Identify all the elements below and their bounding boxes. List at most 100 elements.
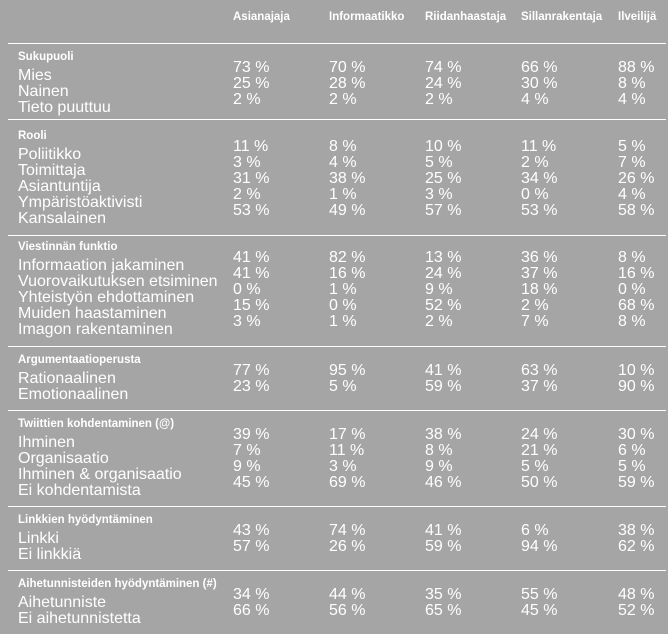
cell-value: 0 %	[329, 297, 357, 314]
cell-value: 5 %	[521, 458, 549, 475]
cell-value: 34 %	[233, 586, 270, 603]
cell-value: 3 %	[233, 154, 261, 171]
cell-value: 41 %	[425, 362, 462, 379]
cell-value: 35 %	[425, 586, 462, 603]
cell-value: 38 %	[618, 522, 655, 539]
cell-value: 5 %	[329, 378, 357, 395]
cell-value: 30 %	[618, 426, 655, 443]
cell-value: 18 %	[521, 281, 558, 298]
cell-value: 11 %	[329, 442, 365, 459]
cell-value: 5 %	[618, 458, 646, 475]
cell-value: 9 %	[233, 458, 261, 475]
cell-value: 50 %	[521, 474, 558, 491]
row-label: Ei kohdentamista	[18, 482, 141, 499]
row-label: Imagon rakentaminen	[18, 321, 173, 338]
cell-value: 9 %	[425, 458, 453, 475]
cell-value: 3 %	[329, 458, 357, 475]
cell-value: 38 %	[425, 426, 462, 443]
cell-value: 8 %	[618, 313, 646, 330]
section-divider	[8, 506, 666, 507]
cell-value: 43 %	[233, 522, 270, 539]
cell-value: 57 %	[425, 202, 462, 219]
cell-value: 2 %	[425, 313, 453, 330]
cell-value: 58 %	[618, 202, 655, 219]
cell-value: 59 %	[425, 378, 462, 395]
cell-value: 4 %	[521, 91, 549, 108]
cell-value: 21 %	[521, 442, 558, 459]
cell-value: 70 %	[329, 59, 366, 76]
row-label: Muiden haastaminen	[18, 305, 167, 322]
cell-value: 2 %	[521, 154, 549, 171]
section-divider	[8, 43, 666, 44]
cell-value: 30 %	[521, 75, 558, 92]
cell-value: 37 %	[521, 378, 558, 395]
row-label: Ihminen	[18, 434, 75, 451]
cell-value: 53 %	[233, 202, 270, 219]
cell-value: 44 %	[329, 586, 366, 603]
cell-value: 52 %	[618, 602, 655, 619]
cell-value: 0 %	[521, 186, 549, 203]
section-title: Aihetunnisteiden hyödyntäminen (#)	[18, 578, 217, 590]
cell-value: 2 %	[521, 297, 549, 314]
cell-value: 8 %	[329, 138, 357, 155]
cell-value: 13 %	[425, 249, 462, 266]
cell-value: 8 %	[425, 442, 453, 459]
row-label: Kansalainen	[18, 210, 107, 227]
section-title: Argumentaatioperusta	[18, 354, 141, 366]
column-header: Riidanhaastaja	[425, 11, 507, 23]
cell-value: 74 %	[425, 59, 462, 76]
row-label: Emotionaalinen	[18, 386, 129, 403]
cell-value: 7 %	[233, 442, 261, 459]
cell-value: 26 %	[329, 538, 366, 555]
cell-value: 16 %	[618, 265, 655, 282]
cell-value: 24 %	[425, 75, 462, 92]
row-label: Asiantuntija	[18, 178, 101, 195]
column-header: Asianajaja	[233, 11, 290, 23]
cell-value: 66 %	[233, 602, 270, 619]
cell-value: 28 %	[329, 75, 366, 92]
section-title: Linkkien hyödyntäminen	[18, 514, 153, 526]
cell-value: 17 %	[329, 426, 366, 443]
row-label: Organisaatio	[18, 450, 109, 467]
cell-value: 6 %	[521, 522, 549, 539]
cell-value: 62 %	[618, 538, 655, 555]
cell-value: 46 %	[425, 474, 462, 491]
cell-value: 55 %	[521, 586, 558, 603]
cell-value: 56 %	[329, 602, 366, 619]
cell-value: 39 %	[233, 426, 270, 443]
cell-value: 59 %	[425, 538, 462, 555]
cell-value: 7 %	[618, 154, 646, 171]
row-label: Ympäristöaktivisti	[18, 194, 143, 211]
section-title: Rooli	[18, 130, 47, 142]
cell-value: 9 %	[425, 281, 453, 298]
cell-value: 5 %	[618, 138, 646, 155]
cell-value: 52 %	[425, 297, 462, 314]
cell-value: 41 %	[425, 522, 462, 539]
cell-value: 36 %	[521, 249, 558, 266]
cell-value: 95 %	[329, 362, 366, 379]
cell-value: 65 %	[425, 602, 462, 619]
cell-value: 90 %	[618, 378, 655, 395]
row-label: Ihminen & organisaatio	[18, 466, 182, 483]
column-header: Sillanrakentaja	[521, 11, 603, 23]
cell-value: 59 %	[618, 474, 655, 491]
cell-value: 1 %	[329, 313, 357, 330]
cell-value: 25 %	[425, 170, 462, 187]
cell-value: 88 %	[618, 59, 655, 76]
cell-value: 2 %	[329, 91, 357, 108]
cell-value: 8 %	[618, 75, 646, 92]
cell-value: 3 %	[425, 186, 453, 203]
cell-value: 2 %	[233, 91, 261, 108]
cell-value: 31 %	[233, 170, 270, 187]
row-label: Rationaalinen	[18, 370, 116, 387]
cell-value: 11 %	[521, 138, 557, 155]
section-divider	[8, 235, 666, 236]
section-divider	[8, 119, 666, 120]
column-header: Informaatikko	[329, 11, 405, 23]
cell-value: 48 %	[618, 586, 655, 603]
cell-value: 94 %	[521, 538, 558, 555]
cell-value: 73 %	[233, 59, 270, 76]
cell-value: 4 %	[329, 154, 357, 171]
cell-value: 82 %	[329, 249, 366, 266]
